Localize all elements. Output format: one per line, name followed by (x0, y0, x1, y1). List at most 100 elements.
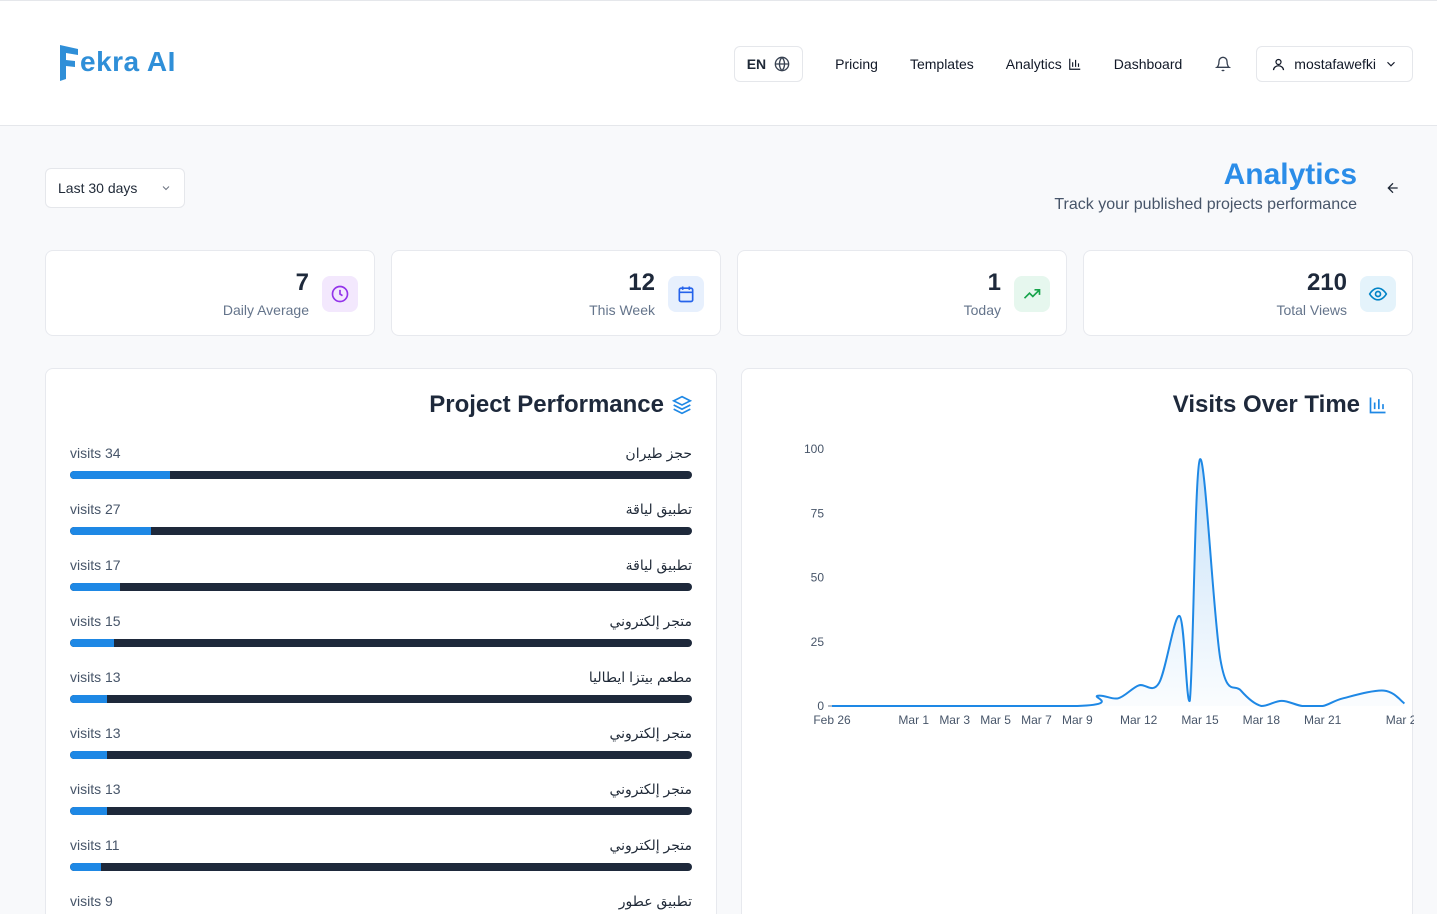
x-tick-label: Mar 18 (1243, 713, 1281, 727)
x-tick-label: Feb 26 (813, 713, 851, 727)
project-row[interactable]: visits 13 متجر إلكتروني (70, 781, 692, 837)
project-name: متجر إلكتروني (609, 725, 692, 741)
nav-templates-label: Templates (909, 56, 974, 72)
project-visits: visits 27 (70, 501, 121, 517)
trending-up-icon (1014, 276, 1050, 312)
nav-analytics[interactable]: Analytics (1006, 56, 1082, 72)
x-tick-label: Mar 3 (939, 713, 970, 727)
x-tick-label: Mar 21 (1304, 713, 1342, 727)
project-row[interactable]: visits 9 تطبيق عطور (70, 893, 692, 914)
chevron-down-icon (162, 186, 170, 191)
project-name: مطعم بيتزا ايطاليا (588, 669, 692, 685)
notifications-bell-icon[interactable] (1214, 55, 1232, 73)
project-visits: visits 13 (70, 781, 121, 797)
nav-templates[interactable]: Templates (910, 56, 974, 72)
calendar-icon (668, 276, 704, 312)
project-row[interactable]: visits 13 متجر إلكتروني (70, 725, 692, 781)
x-tick-label: Mar 25 (1386, 713, 1414, 727)
y-tick-label: 50 (811, 571, 825, 585)
x-tick-label: Mar 9 (1062, 713, 1093, 727)
nav-dashboard[interactable]: Dashboard (1114, 56, 1183, 72)
project-progress-fill (70, 751, 108, 759)
project-progress-fill (70, 807, 108, 815)
project-progress-fill (70, 583, 120, 591)
project-progress-fill (70, 527, 151, 535)
x-tick-label: Mar 5 (980, 713, 1011, 727)
project-row[interactable]: visits 13 مطعم بيتزا ايطاليا (70, 669, 692, 725)
bar-chart-icon (1369, 397, 1386, 414)
project-name: تطبيق لياقة (625, 501, 692, 517)
language-selector[interactable]: EN (733, 46, 804, 82)
eye-icon (1360, 276, 1396, 312)
project-name: متجر إلكتروني (609, 781, 692, 797)
project-visits: visits 15 (70, 613, 121, 629)
stat-label: Total Views (1276, 302, 1347, 318)
bar-chart-icon (1068, 58, 1081, 70)
back-arrow-icon[interactable] (1385, 180, 1401, 196)
brand-name: ekra AI (80, 46, 176, 77)
project-visits: visits 34 (70, 445, 121, 461)
globe-icon (774, 56, 790, 72)
visits-over-time-panel: Visits Over Time 0 25 50 75 100 Feb 26 Mar 1 Ma… (741, 368, 1414, 914)
logo-mark-icon (60, 45, 78, 81)
chevron-down-icon (1387, 61, 1395, 67)
top-header: ekra AI EN Pricing Templates Analytics D… (0, 0, 1437, 126)
nav-pricing[interactable]: Pricing (835, 56, 878, 72)
project-name: متجر إلكتروني (609, 613, 692, 629)
x-tick-label: Mar 1 (898, 713, 929, 727)
stat-value: 210 (1306, 269, 1347, 296)
project-name: حجز طيران (625, 445, 692, 461)
project-visits: visits 11 (70, 837, 120, 853)
date-range-select[interactable]: Last 30 days (45, 168, 185, 208)
project-visits: visits 9 (70, 893, 113, 909)
stat-label: Daily Average (222, 302, 309, 318)
clock-icon (322, 276, 358, 312)
stat-value: 12 (628, 269, 655, 296)
project-performance-title: Project Performance (429, 391, 664, 418)
project-progress-bar (70, 583, 692, 591)
project-row[interactable]: visits 17 تطبيق لياقة (70, 557, 692, 613)
nav-dashboard-label: Dashboard (1113, 56, 1183, 72)
project-progress-bar (70, 471, 692, 479)
username: mostafawefki (1294, 56, 1376, 72)
nav-analytics-label: Analytics (1005, 56, 1062, 72)
project-row[interactable]: visits 27 تطبيق لياقة (70, 501, 692, 557)
main-nav: EN Pricing Templates Analytics Dashboard… (733, 45, 1413, 83)
stat-value: 1 (987, 269, 1001, 296)
brand-logo[interactable]: ekra AI (60, 43, 176, 81)
date-range-label: Last 30 days (58, 180, 138, 196)
x-tick-label: Mar 12 (1120, 713, 1158, 727)
stat-card-today: 1 Today (737, 250, 1067, 336)
visits-line-chart: 0 25 50 75 100 Feb 26 Mar 1 Mar 3 Mar 5 Mar 7 Mar … (804, 442, 1414, 727)
project-row[interactable]: visits 15 متجر إلكتروني (70, 613, 692, 669)
project-progress-fill (70, 639, 114, 647)
user-icon (1273, 58, 1285, 70)
project-performance-panel: Project Performance visits 34 حجز طيران vi… (45, 368, 717, 914)
project-progress-bar (70, 751, 692, 759)
project-progress-bar (70, 863, 692, 871)
user-menu-button[interactable]: mostafawefki (1256, 46, 1413, 82)
project-row[interactable]: visits 34 حجز طيران (70, 445, 692, 501)
project-name: تطبيق لياقة (625, 557, 692, 573)
x-tick-label: Mar 7 (1021, 713, 1052, 727)
visits-chart-title: Visits Over Time (1172, 391, 1360, 418)
panel-title: Project Performance (429, 391, 692, 419)
stat-card-total-views: 210 Total Views (1083, 250, 1413, 336)
project-visits: visits 17 (70, 557, 121, 573)
nav-pricing-label: Pricing (835, 56, 878, 72)
stat-card-daily-average: 7 Daily Average (45, 250, 375, 336)
project-progress-bar (70, 527, 692, 535)
project-row[interactable]: visits 11 متجر إلكتروني (70, 837, 692, 893)
layers-icon (672, 395, 692, 415)
project-name: تطبيق عطور (618, 893, 692, 909)
panel-title: Visits Over Time (1173, 391, 1388, 419)
visits-series-line (831, 458, 1406, 708)
language-label: EN (746, 56, 767, 72)
x-tick-label: Mar 15 (1181, 713, 1219, 727)
stat-label: Today (963, 302, 1001, 318)
project-progress-bar (70, 695, 692, 703)
y-tick-label: 100 (804, 442, 824, 456)
stat-card-this-week: 12 This Week (391, 250, 721, 336)
project-progress-fill (70, 471, 170, 479)
stat-value: 7 (295, 269, 309, 296)
